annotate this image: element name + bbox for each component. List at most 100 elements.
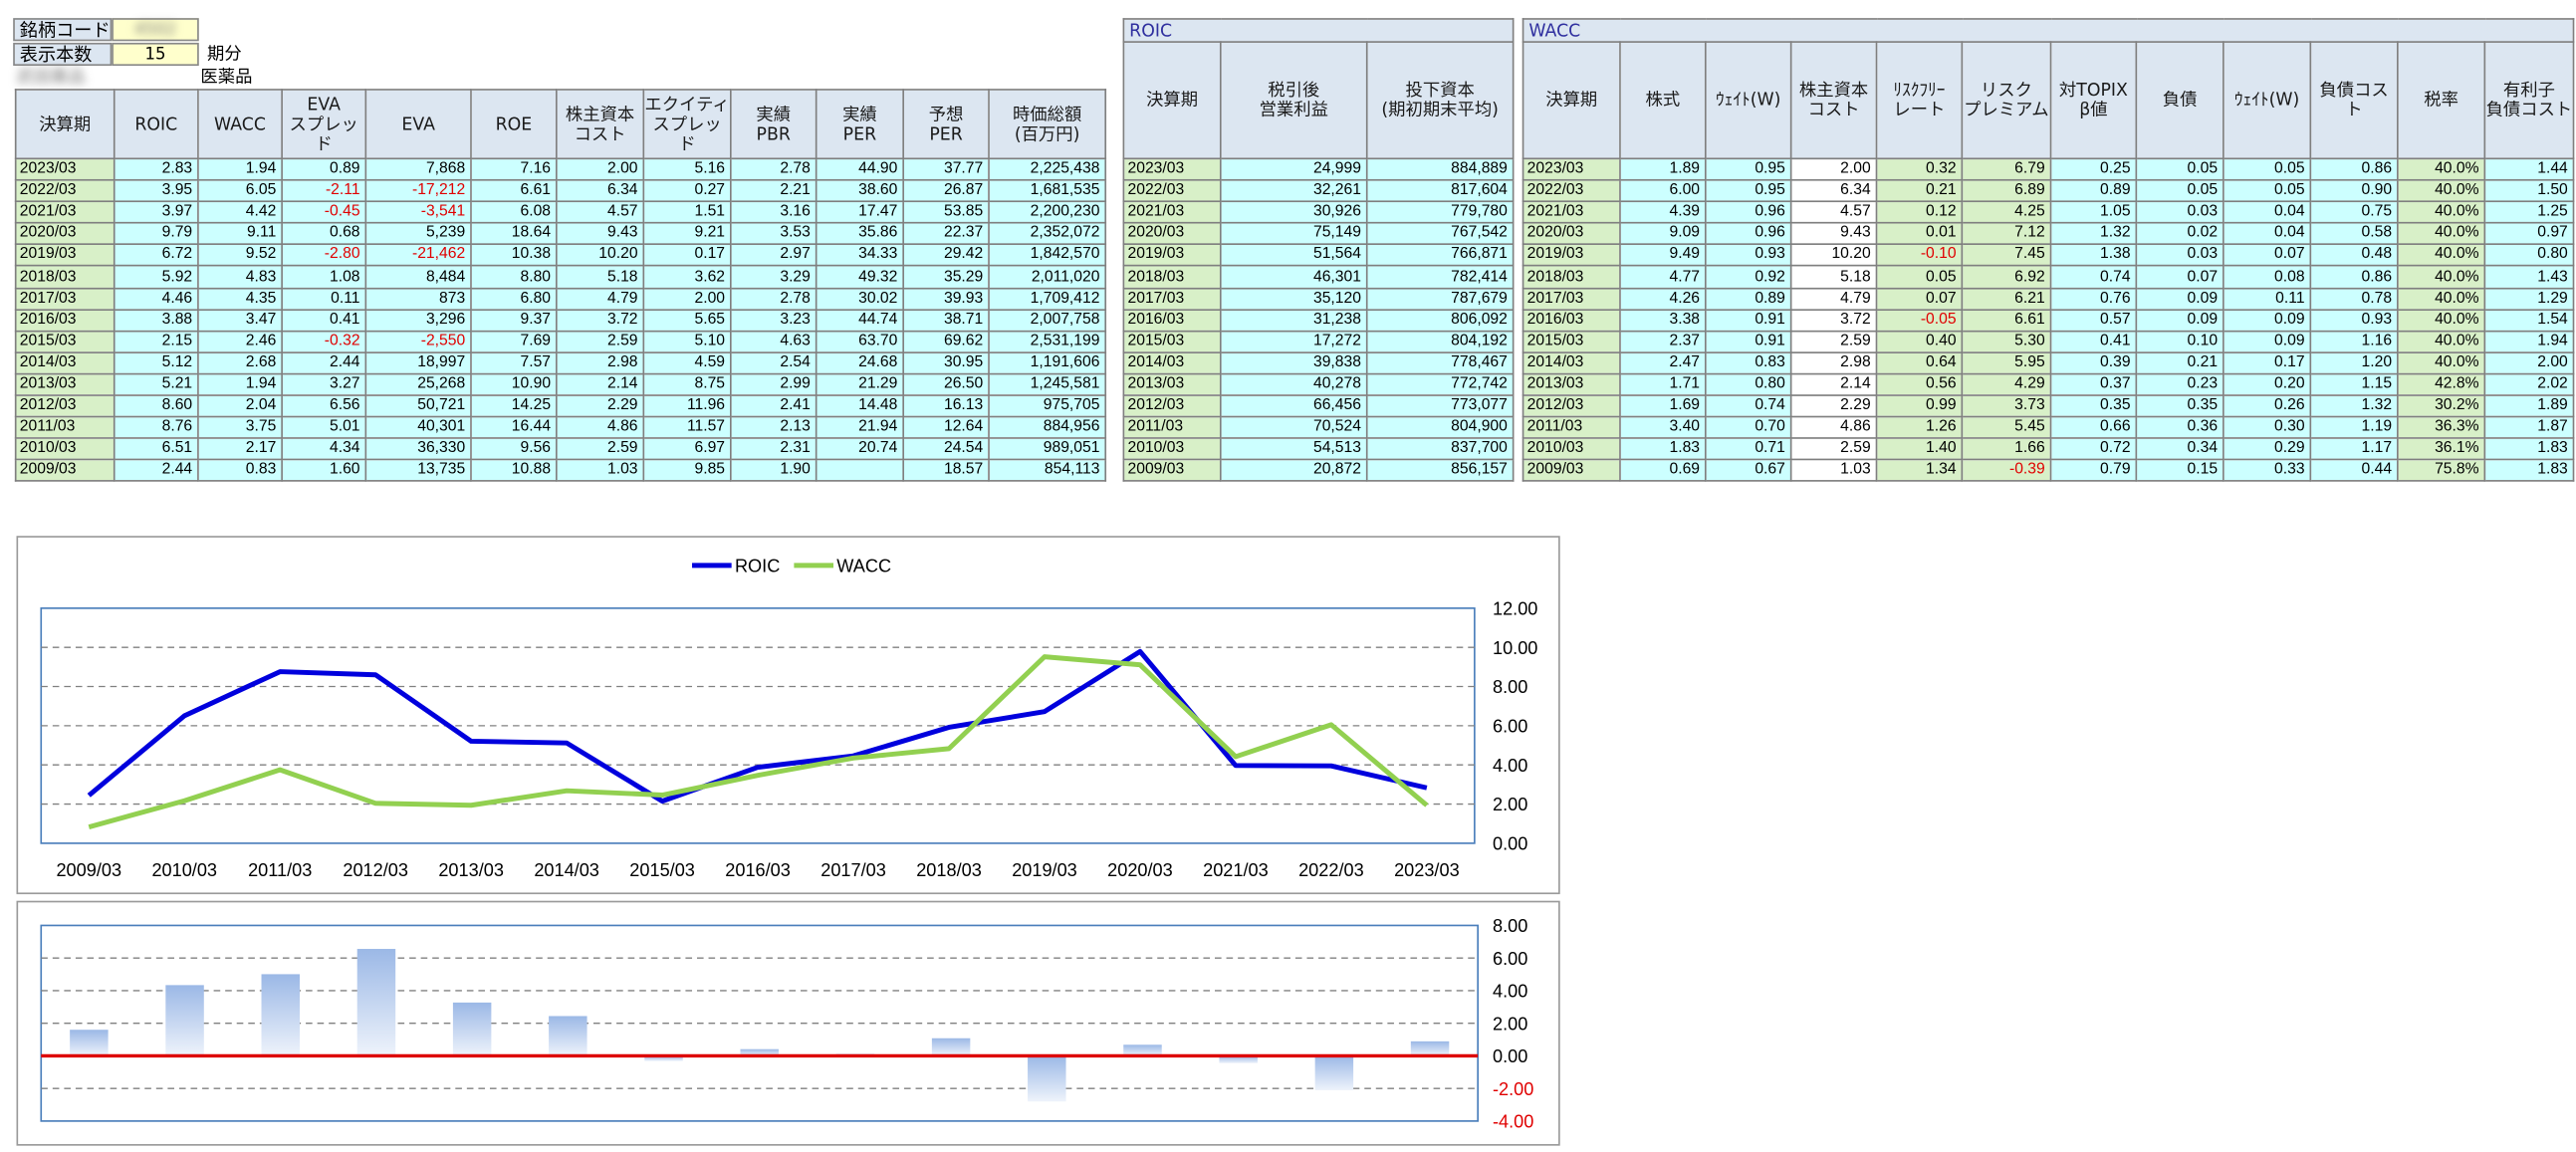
stock-code-input[interactable]: 4502 xyxy=(112,18,199,42)
value-cell: 2.78 xyxy=(729,287,818,311)
period-cell: 2020/03 xyxy=(1522,222,1621,246)
value-cell: 14.48 xyxy=(815,394,904,418)
value-cell: 44.90 xyxy=(815,157,904,181)
value-cell: 0.41 xyxy=(281,308,367,333)
column-header: 税率 xyxy=(2397,41,2486,160)
value-cell: 3.23 xyxy=(729,308,818,333)
value-cell: 24.54 xyxy=(902,437,990,461)
eva-spread-bar xyxy=(1219,1055,1258,1063)
value-cell: -17,212 xyxy=(364,179,472,203)
value-cell: 2,225,438 xyxy=(988,157,1107,181)
value-cell: 0.35 xyxy=(2135,394,2225,418)
value-cell: 1.51 xyxy=(642,200,732,224)
value-cell: 1.89 xyxy=(1619,157,1707,181)
value-cell: -2,550 xyxy=(364,330,472,353)
value-cell: 69.62 xyxy=(902,330,990,353)
value-cell: 36,330 xyxy=(364,437,472,461)
value-cell: 11.96 xyxy=(642,394,732,418)
value-cell xyxy=(815,459,904,483)
value-cell: 1.54 xyxy=(2483,308,2575,333)
value-cell: 6.80 xyxy=(470,287,558,311)
value-cell: 3.38 xyxy=(1619,308,1707,333)
value-cell: 2,352,072 xyxy=(988,222,1107,246)
value-cell: 4.29 xyxy=(1961,372,2052,396)
value-cell: 3.53 xyxy=(729,222,818,246)
value-cell: 0.83 xyxy=(197,459,283,483)
value-cell: 9.56 xyxy=(470,437,558,461)
value-cell: 0.20 xyxy=(2223,372,2312,396)
value-cell: 0.12 xyxy=(1875,200,1964,224)
period-cell: 2017/03 xyxy=(1122,287,1222,311)
value-cell: 0.69 xyxy=(1619,459,1707,483)
value-cell: 3.62 xyxy=(642,265,732,289)
value-cell: 0.95 xyxy=(1704,179,1792,203)
value-cell: 1.05 xyxy=(2049,200,2138,224)
column-header: 決算期 xyxy=(1522,41,1621,160)
value-cell: 767,542 xyxy=(1365,222,1515,246)
value-cell: 5.95 xyxy=(1961,351,2052,375)
display-count-input[interactable]: 15 xyxy=(112,42,199,67)
value-cell: 70,524 xyxy=(1219,415,1368,440)
column-header: ﾘｽｸﾌﾘｰ レート xyxy=(1875,41,1964,160)
roic-table: ROIC 決算期 税引後 営業利益 投下資本 (期初期末平均) 2023/03 24,… xyxy=(1122,18,1515,483)
value-cell: 5.30 xyxy=(1961,330,2052,353)
period-cell: 2011/03 xyxy=(14,415,116,440)
value-cell: 75.8% xyxy=(2397,459,2486,483)
value-cell: 854,113 xyxy=(988,459,1107,483)
value-cell: 4.42 xyxy=(197,200,283,224)
value-cell: 989,051 xyxy=(988,437,1107,461)
value-cell: 0.90 xyxy=(2309,179,2399,203)
value-cell: 0.29 xyxy=(2223,437,2312,461)
value-cell: 0.48 xyxy=(2309,243,2399,268)
value-cell: 40.0% xyxy=(2397,330,2486,353)
value-cell: 11.57 xyxy=(642,415,732,440)
value-cell: 26.87 xyxy=(902,179,990,203)
column-header: 負債 xyxy=(2135,41,2225,160)
eva-spread-bar xyxy=(549,1016,587,1056)
value-cell: 0.99 xyxy=(1875,394,1964,418)
value-cell: 17,272 xyxy=(1219,330,1368,353)
value-cell: 10.88 xyxy=(470,459,558,483)
value-cell: 18,997 xyxy=(364,351,472,375)
value-cell: 40.0% xyxy=(2397,351,2486,375)
period-cell: 2013/03 xyxy=(1522,372,1621,396)
wacc-table: WACC 決算期 株式 ｳｪｲﾄ(W) 株主資本 コスト ﾘｽｸﾌﾘｰ レート リスク プ… xyxy=(1522,18,2575,483)
table-row: 2015/03 2.37 0.91 2.59 0.40 5.30 0.41 0.10 0.09 1… xyxy=(1522,330,2575,353)
period-cell: 2015/03 xyxy=(14,330,116,353)
value-cell: -0.39 xyxy=(1961,459,2052,483)
value-cell: 9.52 xyxy=(197,243,283,268)
value-cell: 3.40 xyxy=(1619,415,1707,440)
value-cell: 36.3% xyxy=(2397,415,2486,440)
value-cell: 40.0% xyxy=(2397,200,2486,224)
value-cell: 779,780 xyxy=(1365,200,1515,224)
value-cell: 4.57 xyxy=(1789,200,1878,224)
value-cell: 40.0% xyxy=(2397,179,2486,203)
value-cell: 5.18 xyxy=(556,265,645,289)
value-cell: 2.44 xyxy=(281,351,367,375)
table-row: 2016/03 31,238 806,092 xyxy=(1122,308,1515,333)
table-row: 2011/03 8.76 3.75 5.01 40,301 16.44 4.86 11.57 2… xyxy=(14,415,1107,440)
value-cell: 2.47 xyxy=(1619,351,1707,375)
value-cell: 6.08 xyxy=(470,200,558,224)
eva-spread-bar xyxy=(452,1002,492,1056)
value-cell: 30.02 xyxy=(815,287,904,311)
value-cell: 1.20 xyxy=(2309,351,2399,375)
column-header: ｳｪｲﾄ(W) xyxy=(2223,41,2312,160)
value-cell: 4.77 xyxy=(1619,265,1707,289)
table-row: 2017/03 4.26 0.89 4.79 0.07 6.21 0.76 0.09 0.11 0… xyxy=(1522,287,2575,311)
value-cell: 0.91 xyxy=(1704,308,1792,333)
table-row: 2009/03 0.69 0.67 1.03 1.34 -0.39 0.79 0.15 0.33… xyxy=(1522,459,2575,483)
value-cell: 9.49 xyxy=(1619,243,1707,268)
value-cell: 0.30 xyxy=(2223,415,2312,440)
period-cell: 2021/03 xyxy=(1122,200,1222,224)
period-cell: 2012/03 xyxy=(14,394,116,418)
value-cell: 1.25 xyxy=(2483,200,2575,224)
value-cell: 5,239 xyxy=(364,222,472,246)
value-cell: 773,077 xyxy=(1365,394,1515,418)
value-cell: 2.14 xyxy=(556,372,645,396)
value-cell: 6.51 xyxy=(113,437,199,461)
value-cell: 0.11 xyxy=(281,287,367,311)
table-row: 2015/03 2.15 2.46 -0.32 -2,550 7.69 2.59 5.10 4.… xyxy=(14,330,1107,353)
value-cell: 75,149 xyxy=(1219,222,1368,246)
value-cell: 0.71 xyxy=(1704,437,1792,461)
